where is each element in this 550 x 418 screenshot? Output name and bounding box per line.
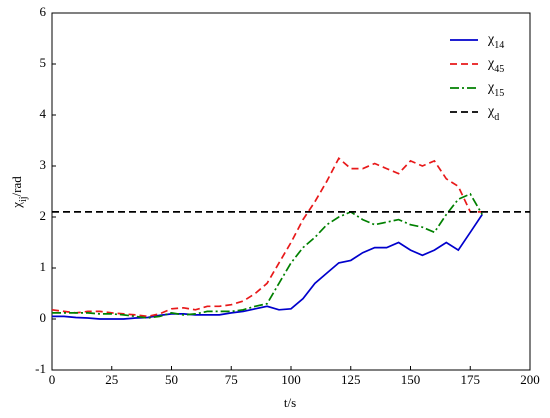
- y-tick-label: 0: [40, 310, 47, 325]
- legend-label: χ14: [487, 32, 504, 51]
- x-tick-label: 25: [105, 372, 118, 387]
- y-tick-label: 4: [40, 106, 47, 121]
- y-tick-label: 1: [40, 259, 47, 274]
- x-tick-label: 100: [281, 372, 301, 387]
- x-tick-label: 175: [461, 372, 481, 387]
- plot-frame: [51, 12, 531, 371]
- y-axis-label: χij/rad: [9, 176, 29, 209]
- y-tick-label: 6: [40, 4, 47, 19]
- x-tick-label: 50: [165, 372, 178, 387]
- x-tick-label: 125: [341, 372, 361, 387]
- x-tick-label: 0: [49, 372, 56, 387]
- y-tick-label: -1: [35, 361, 46, 376]
- series-line: [51, 156, 483, 318]
- y-tick-label: 3: [40, 157, 47, 172]
- y-tick-label: 5: [40, 55, 47, 70]
- x-tick-label: 150: [401, 372, 421, 387]
- y-tick-label: 2: [40, 208, 47, 223]
- series-line: [52, 214, 483, 320]
- x-tick-label: 75: [225, 372, 238, 387]
- series-line: [52, 192, 483, 319]
- legend-label: χ15: [487, 80, 504, 99]
- legend-label: χ45: [487, 56, 504, 75]
- x-tick-label: 200: [520, 372, 540, 387]
- legend-label: χd: [487, 104, 499, 123]
- x-axis-label: t/s: [284, 395, 296, 410]
